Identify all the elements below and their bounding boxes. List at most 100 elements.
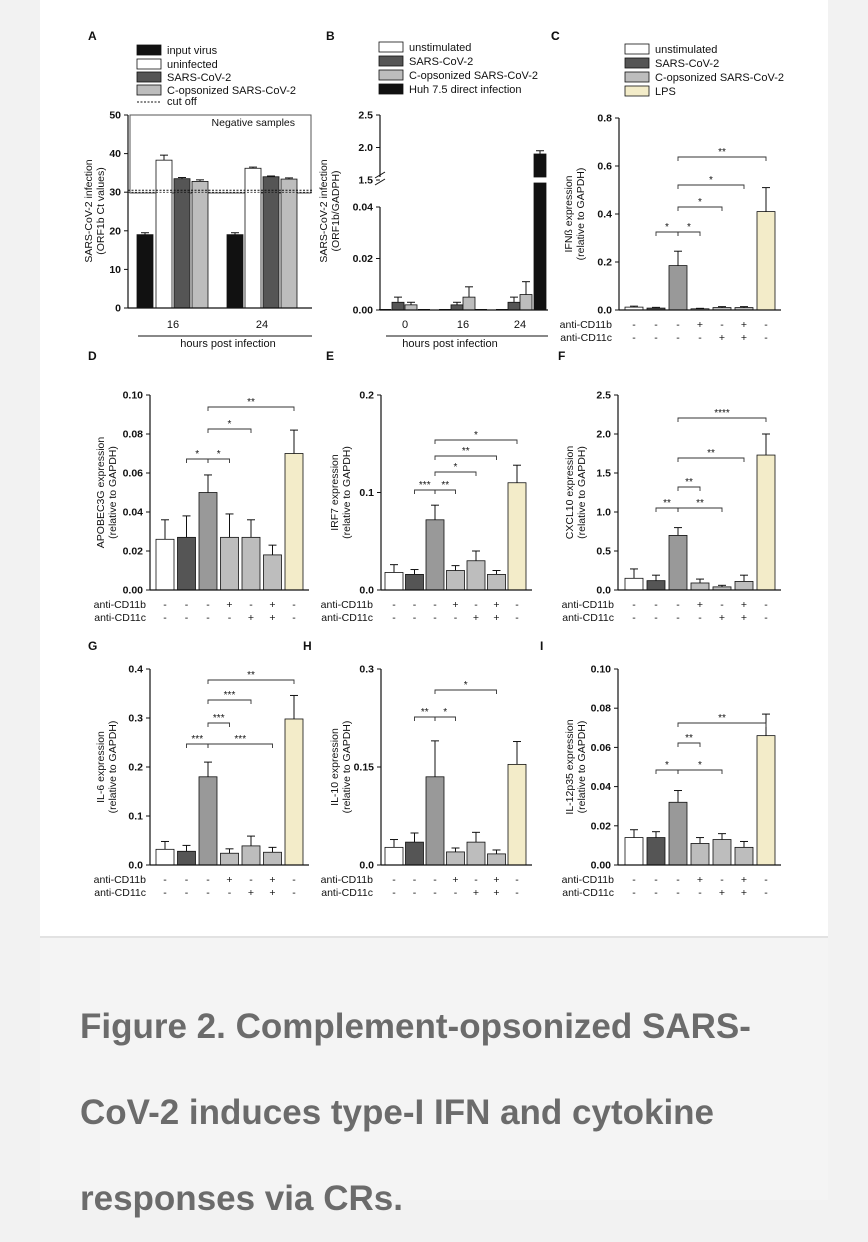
panel-C-treatment-cd11c: - [676, 332, 680, 344]
panel-B-legend-label: unstimulated [409, 42, 471, 54]
panel-F-sig-label: ** [696, 498, 704, 509]
panel-B-legend-label: C-opsonized SARS-CoV-2 [409, 70, 538, 82]
panel-I-sig-bracket [677, 769, 723, 774]
panel-I-row-label-cd11b: anti-CD11b [562, 874, 614, 886]
panel-I-treatment-cd11c: - [764, 887, 768, 899]
panel-F-treatment-cd11b: - [720, 599, 724, 611]
panel-E-bar [425, 519, 445, 591]
panel-I-bar [668, 801, 688, 866]
panel-D-treatment-cd11b: - [249, 599, 253, 611]
panel-F-bar [646, 580, 666, 591]
panel-G-treatment-cd11b: - [292, 874, 296, 886]
panel-C-legend-swatch [624, 85, 650, 97]
panel-I-treatment-cd11c: - [654, 887, 658, 899]
panel-D-treatment-cd11b: + [226, 599, 232, 611]
panel-C-treatment-cd11b: - [720, 319, 724, 331]
panel-D-y-tick-label: 0.02 [123, 546, 144, 558]
panel-F-sig-bracket [677, 486, 701, 491]
panel-D-y-tick-label: 0.00 [123, 585, 144, 597]
panel-G-bar [241, 845, 261, 866]
panel-G-sig-label: *** [213, 713, 225, 724]
panel-A-annotation: Negative samples [212, 117, 295, 129]
panel-I-sig-label: ** [718, 713, 726, 724]
panel-G-treatment-cd11b: - [163, 874, 167, 886]
panel-A-bar [280, 178, 298, 309]
panel-H-treatment-cd11c: + [473, 887, 479, 899]
panel-C-legend-swatch [624, 71, 650, 83]
panel-E-sig-bracket [434, 455, 497, 460]
panel-H-treatment-cd11c: - [454, 887, 458, 899]
panel-A-bar [262, 176, 280, 309]
panel-E-y-label: (relative to GAPDH) [341, 446, 353, 539]
panel-D-y-label: (relative to GAPDH) [107, 446, 119, 539]
panel-G-treatment-cd11c: + [269, 887, 275, 899]
panel-A-x-label: hours post infection [180, 338, 275, 350]
panel-I-treatment-cd11b: + [741, 874, 747, 886]
panel-E-treatment-cd11c: - [433, 612, 437, 624]
panel-H-treatment-cd11b: - [433, 874, 437, 886]
panel-E-row-label-cd11b: anti-CD11b [321, 599, 373, 611]
panel-E-treatment-cd11b: + [452, 599, 458, 611]
panel-F-treatment-cd11c: - [654, 612, 658, 624]
panel-H-y-label: IL-10 expression [329, 728, 341, 806]
panel-F-treatment-cd11c: - [676, 612, 680, 624]
panel-A-y-label: (ORF1b Ct values) [95, 167, 107, 255]
panel-F-row-label-cd11c: anti-CD11c [562, 612, 614, 624]
panel-B-bar [404, 304, 418, 311]
panel-I-treatment-cd11b: - [720, 874, 724, 886]
panel-I-y-label: (relative to GAPDH) [576, 721, 588, 814]
panel-F-sig-label: ** [663, 498, 671, 509]
panel-letter-B: B [326, 29, 335, 43]
panel-D-y-tick-label: 0.04 [123, 507, 144, 519]
panel-I-treatment-cd11b: - [654, 874, 658, 886]
figure-caption: Figure 2. Complement-opsonized SARS-CoV-… [80, 1007, 751, 1218]
panel-E-treatment-cd11c: + [493, 612, 499, 624]
panel-D-sig-label: * [217, 449, 221, 460]
panel-C-y-tick-label: 0.6 [597, 161, 612, 173]
panel-D-bar [263, 554, 282, 591]
panel-C-sig-label: ** [718, 147, 726, 158]
panel-G-sig-label: *** [191, 734, 203, 745]
panel-C-sig-bracket [677, 184, 745, 189]
panel-I-y-tick-label: 0.00 [591, 860, 612, 872]
panel-F-bar [624, 577, 644, 591]
panel-B-axis-break [374, 178, 386, 186]
panel-G-sig-bracket [207, 699, 252, 704]
panel-A-y-tick-label: 40 [109, 148, 121, 160]
panel-A-legend-swatch [136, 84, 162, 96]
panel-I-y-tick-label: 0.08 [591, 703, 612, 715]
panel-I-y-tick-label: 0.06 [591, 742, 612, 754]
panel-D-treatment-cd11c: - [292, 612, 296, 624]
panel-B-bar [519, 294, 533, 311]
panel-I-treatment-cd11c: - [676, 887, 680, 899]
panel-E-bar [446, 570, 465, 591]
panel-B-bar [391, 301, 405, 311]
panel-G-treatment-cd11c: - [206, 887, 210, 899]
panel-F-y-label: (relative to GAPDH) [576, 446, 588, 539]
panel-A-y-tick-label: 20 [109, 225, 121, 237]
panel-D-treatment-cd11c: - [228, 612, 232, 624]
panel-A-bar [244, 167, 262, 309]
panel-C-legend-label: C-opsonized SARS-CoV-2 [655, 72, 784, 84]
panel-G-treatment-cd11b: - [206, 874, 210, 886]
panel-B-bar [533, 182, 547, 311]
panel-D-row-label-cd11c: anti-CD11c [94, 612, 146, 624]
panel-D-y-tick-label: 0.06 [123, 468, 144, 480]
panel-E-y-label: IRF7 expression [329, 454, 341, 531]
panel-E-treatment-cd11c: - [454, 612, 458, 624]
panel-E-sig-bracket [434, 489, 456, 494]
panel-E-treatment-cd11c: - [515, 612, 519, 624]
panel-H-bar [384, 846, 404, 866]
panel-H-sig-bracket [434, 716, 456, 721]
panel-I-sig-bracket [677, 742, 701, 747]
panel-A-negative-box [129, 114, 312, 194]
panel-G-treatment-cd11c: - [163, 887, 167, 899]
panel-F-bar [690, 582, 710, 591]
panel-I-treatment-cd11b: - [632, 874, 636, 886]
panel-D-sig-bracket [207, 428, 252, 433]
panel-C-treatment-cd11c: - [632, 332, 636, 344]
panel-E-row-label-cd11c: anti-CD11c [321, 612, 373, 624]
panel-H-sig-label: * [464, 680, 468, 691]
panel-C-bar [756, 211, 776, 311]
